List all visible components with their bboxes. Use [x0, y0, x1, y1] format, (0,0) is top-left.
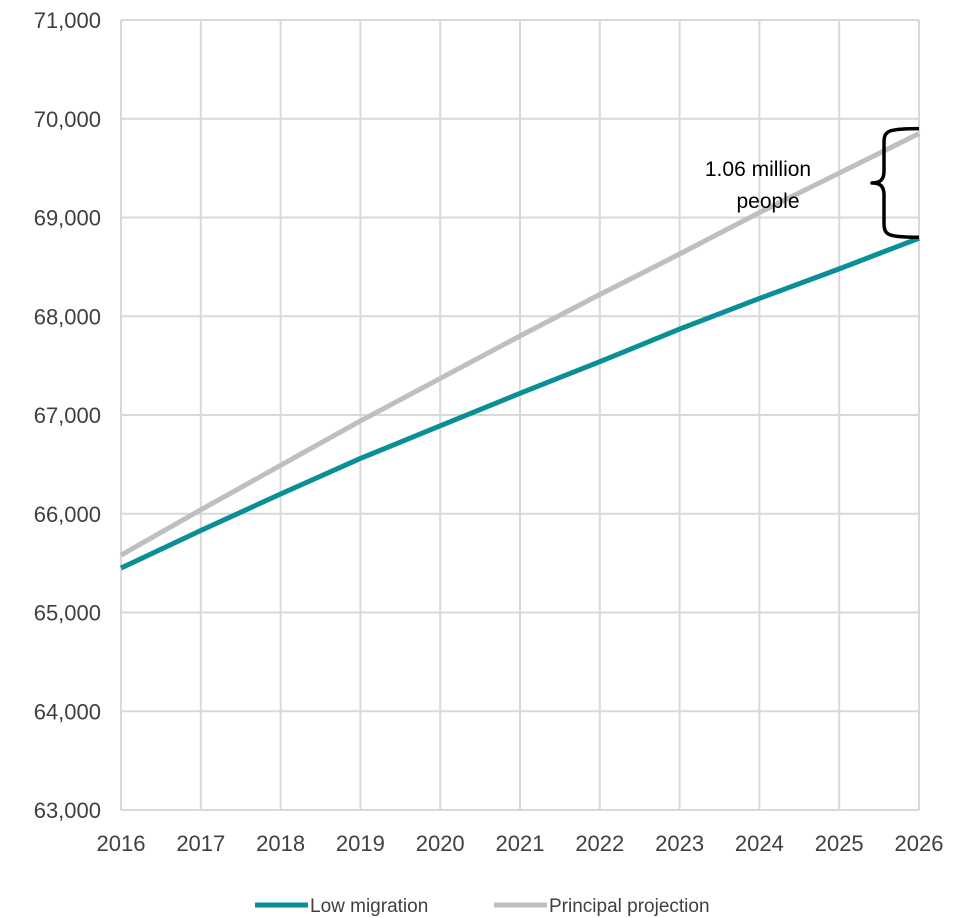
difference-annotation: 1.06 million people [705, 126, 920, 239]
x-tick-label: 2021 [496, 831, 545, 856]
legend-label-principal-projection: Principal projection [549, 896, 710, 917]
x-tick-label: 2023 [655, 831, 704, 856]
y-tick-label: 68,000 [34, 304, 101, 329]
x-tick-label: 2025 [815, 831, 864, 856]
series-line-low-migration [119, 235, 920, 571]
y-axis-tick-labels: 63,000 64,000 65,000 66,000 67,000 68,000 69,0… [34, 8, 101, 823]
series-line-principal-projection [119, 131, 921, 558]
y-tick-label: 63,000 [34, 798, 101, 823]
x-tick-label: 2016 [97, 831, 146, 856]
legend-label-low-migration: Low migration [310, 896, 428, 917]
y-tick-label: 70,000 [34, 107, 101, 132]
annotation-text-line2: people [736, 190, 799, 213]
x-tick-label: 2024 [735, 831, 784, 856]
y-tick-label: 66,000 [34, 502, 101, 527]
y-tick-label: 67,000 [34, 403, 101, 428]
x-tick-label: 2018 [256, 831, 305, 856]
curly-brace [870, 126, 920, 239]
series-lines [119, 131, 921, 571]
legend: Low migration Principal projection [255, 896, 710, 917]
y-tick-label: 65,000 [34, 601, 101, 626]
y-tick-label: 69,000 [34, 206, 101, 231]
x-tick-label: 2019 [336, 831, 385, 856]
x-axis-tick-labels: 2016 2017 2018 2019 2020 2021 2022 2023 2024 2025… [97, 831, 944, 856]
y-tick-label: 71,000 [34, 8, 101, 33]
y-tick-label: 64,000 [34, 699, 101, 724]
x-tick-label: 2022 [575, 831, 624, 856]
x-tick-label: 2017 [176, 831, 225, 856]
x-tick-label: 2020 [416, 831, 465, 856]
gridlines [120, 19, 920, 811]
annotation-text-line1: 1.06 million [705, 158, 811, 181]
x-tick-label: 2026 [895, 831, 944, 856]
